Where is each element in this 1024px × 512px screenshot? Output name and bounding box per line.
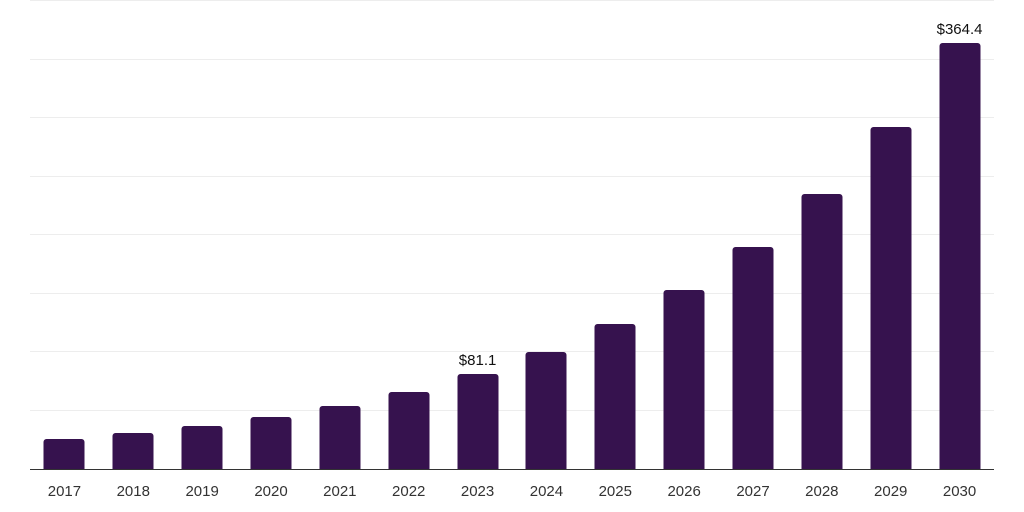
bar-2023: [457, 374, 499, 469]
gridline-400: [30, 0, 994, 1]
bar-2022: [388, 392, 430, 469]
x-tick-label-2021: 2021: [323, 483, 357, 500]
gridline-50: [30, 409, 994, 411]
bar-2028: [801, 194, 843, 469]
x-tick-label-2025: 2025: [598, 483, 632, 500]
gridline-100: [30, 351, 994, 352]
bar-value-label-2030: $364.4: [936, 20, 983, 38]
x-tick-label-2017: 2017: [47, 483, 82, 500]
x-tick-label-2022: 2022: [392, 483, 426, 500]
bar-2026: [663, 290, 705, 469]
gridline-150: [30, 292, 994, 294]
gridline-200: [30, 234, 994, 235]
gridline-300: [30, 117, 994, 118]
bar-2024: [525, 352, 567, 469]
x-axis: 2017 2018 2019 2020 2021 2022 2023 2024 2025 2026…: [30, 483, 994, 504]
x-tick-label-2027: 2027: [736, 483, 770, 500]
bar-2018: [112, 432, 154, 469]
plot-area: $81.1 $364.4: [30, 0, 994, 470]
x-tick-label-2029: 2029: [874, 483, 908, 500]
bar-2025: [594, 324, 636, 469]
x-tick-label-2030: 2030: [942, 483, 977, 500]
bar-2020: [250, 417, 292, 469]
bar-2029: [870, 126, 912, 469]
gridline-250: [30, 175, 994, 177]
x-tick-label-2018: 2018: [116, 483, 150, 500]
x-tick-label-2028: 2028: [805, 483, 839, 500]
x-tick-label-2019: 2019: [185, 483, 219, 500]
x-tick-label-2020: 2020: [254, 483, 288, 500]
bar-2019: [181, 426, 223, 469]
x-tick-label-2026: 2026: [667, 483, 701, 500]
bar-2030: [939, 42, 981, 469]
bar-value-label-2023: $81.1: [458, 352, 497, 370]
gridline-350: [30, 58, 994, 60]
bar-2027: [732, 247, 774, 469]
bar-2017: [43, 439, 85, 469]
bar-2021: [319, 406, 361, 469]
x-tick-label-2023: 2023: [460, 483, 495, 500]
x-tick-label-2024: 2024: [529, 483, 564, 500]
